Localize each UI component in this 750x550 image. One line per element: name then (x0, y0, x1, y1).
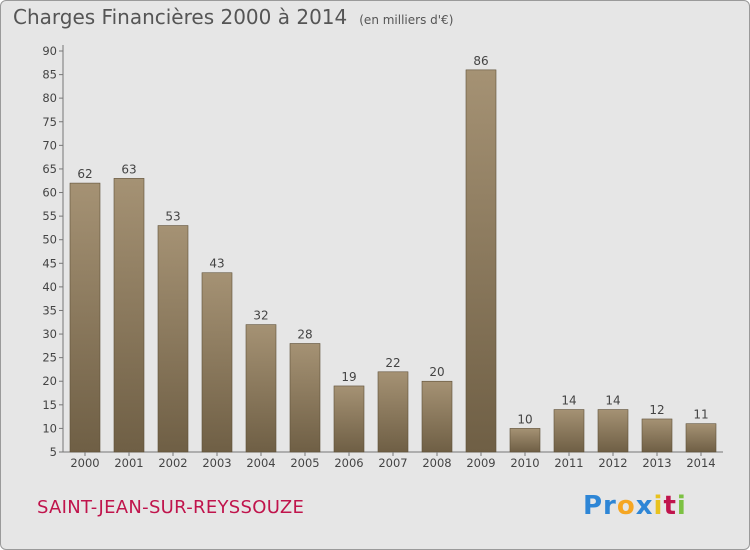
y-tick-label: 50 (42, 233, 57, 247)
y-tick-label: 60 (42, 186, 57, 200)
logo-letter: i (653, 491, 664, 521)
x-tick-label: 2014 (686, 456, 715, 470)
data-label: 20 (429, 365, 444, 379)
y-tick-label: 65 (42, 162, 57, 176)
y-tick-label: 30 (42, 327, 57, 341)
data-label: 22 (385, 356, 400, 370)
y-tick-label: 35 (42, 303, 57, 317)
y-tick-label: 5 (50, 445, 57, 459)
data-label: 14 (605, 394, 620, 408)
x-tick-label: 2013 (642, 456, 671, 470)
y-tick-label: 25 (42, 351, 57, 365)
bar (245, 324, 277, 453)
y-tick-label: 85 (42, 68, 57, 82)
y-tick-label: 15 (42, 398, 57, 412)
data-label: 32 (253, 309, 268, 323)
data-label: 28 (297, 327, 312, 341)
bar (201, 272, 233, 453)
x-tick-label: 2007 (378, 456, 407, 470)
x-tick-label: 2006 (334, 456, 363, 470)
logo-letter: Pr (583, 491, 617, 521)
chart-unit: (en milliers d'€) (359, 13, 454, 27)
data-label: 14 (561, 394, 576, 408)
logo-letter: t (663, 491, 677, 521)
data-label: 86 (473, 54, 488, 68)
bar (157, 225, 189, 453)
y-tick-label: 75 (42, 115, 57, 129)
x-tick-label: 2009 (466, 456, 495, 470)
bar (597, 409, 629, 453)
logo-letter: x (635, 491, 654, 521)
data-label: 63 (121, 162, 136, 176)
chart-title-text: Charges Financières 2000 à 2014 (13, 5, 348, 29)
bar (553, 409, 585, 453)
x-tick-label: 2010 (510, 456, 539, 470)
y-tick-label: 70 (42, 138, 57, 152)
x-tick-label: 2004 (246, 456, 275, 470)
y-tick-label: 40 (42, 280, 57, 294)
proxiti-logo: Proxiti (583, 491, 687, 521)
x-tick-label: 2008 (422, 456, 451, 470)
x-tick-label: 2011 (554, 456, 583, 470)
bar (377, 371, 409, 453)
bar (641, 418, 673, 453)
y-tick-label: 45 (42, 256, 57, 270)
bar (421, 380, 453, 453)
bar (333, 385, 365, 453)
x-tick-label: 2003 (202, 456, 231, 470)
bar (685, 423, 717, 453)
x-tick-label: 2005 (290, 456, 319, 470)
bar (509, 428, 541, 453)
commune-name: SAINT-JEAN-SUR-REYSSOUZE (37, 497, 305, 518)
chart-title: Charges Financières 2000 à 2014 (en milli… (13, 5, 453, 29)
y-tick-label: 20 (42, 374, 57, 388)
x-tick-label: 2012 (598, 456, 627, 470)
logo-letter: o (616, 491, 636, 521)
x-tick-label: 2002 (158, 456, 187, 470)
bar (465, 69, 497, 453)
x-tick-label: 2001 (114, 456, 143, 470)
y-tick-label: 90 (42, 44, 57, 58)
y-tick-label: 10 (42, 421, 57, 435)
bar (69, 182, 101, 453)
logo-letter: i (676, 491, 687, 521)
bar (113, 178, 145, 453)
data-label: 43 (209, 257, 224, 271)
bar (289, 343, 321, 453)
data-label: 12 (649, 403, 664, 417)
data-label: 10 (517, 412, 532, 426)
data-label: 19 (341, 370, 356, 384)
data-label: 62 (77, 167, 92, 181)
data-label: 11 (693, 408, 708, 422)
data-label: 53 (165, 210, 180, 224)
y-tick-label: 55 (42, 209, 57, 223)
x-tick-label: 2000 (70, 456, 99, 470)
y-tick-label: 80 (42, 91, 57, 105)
